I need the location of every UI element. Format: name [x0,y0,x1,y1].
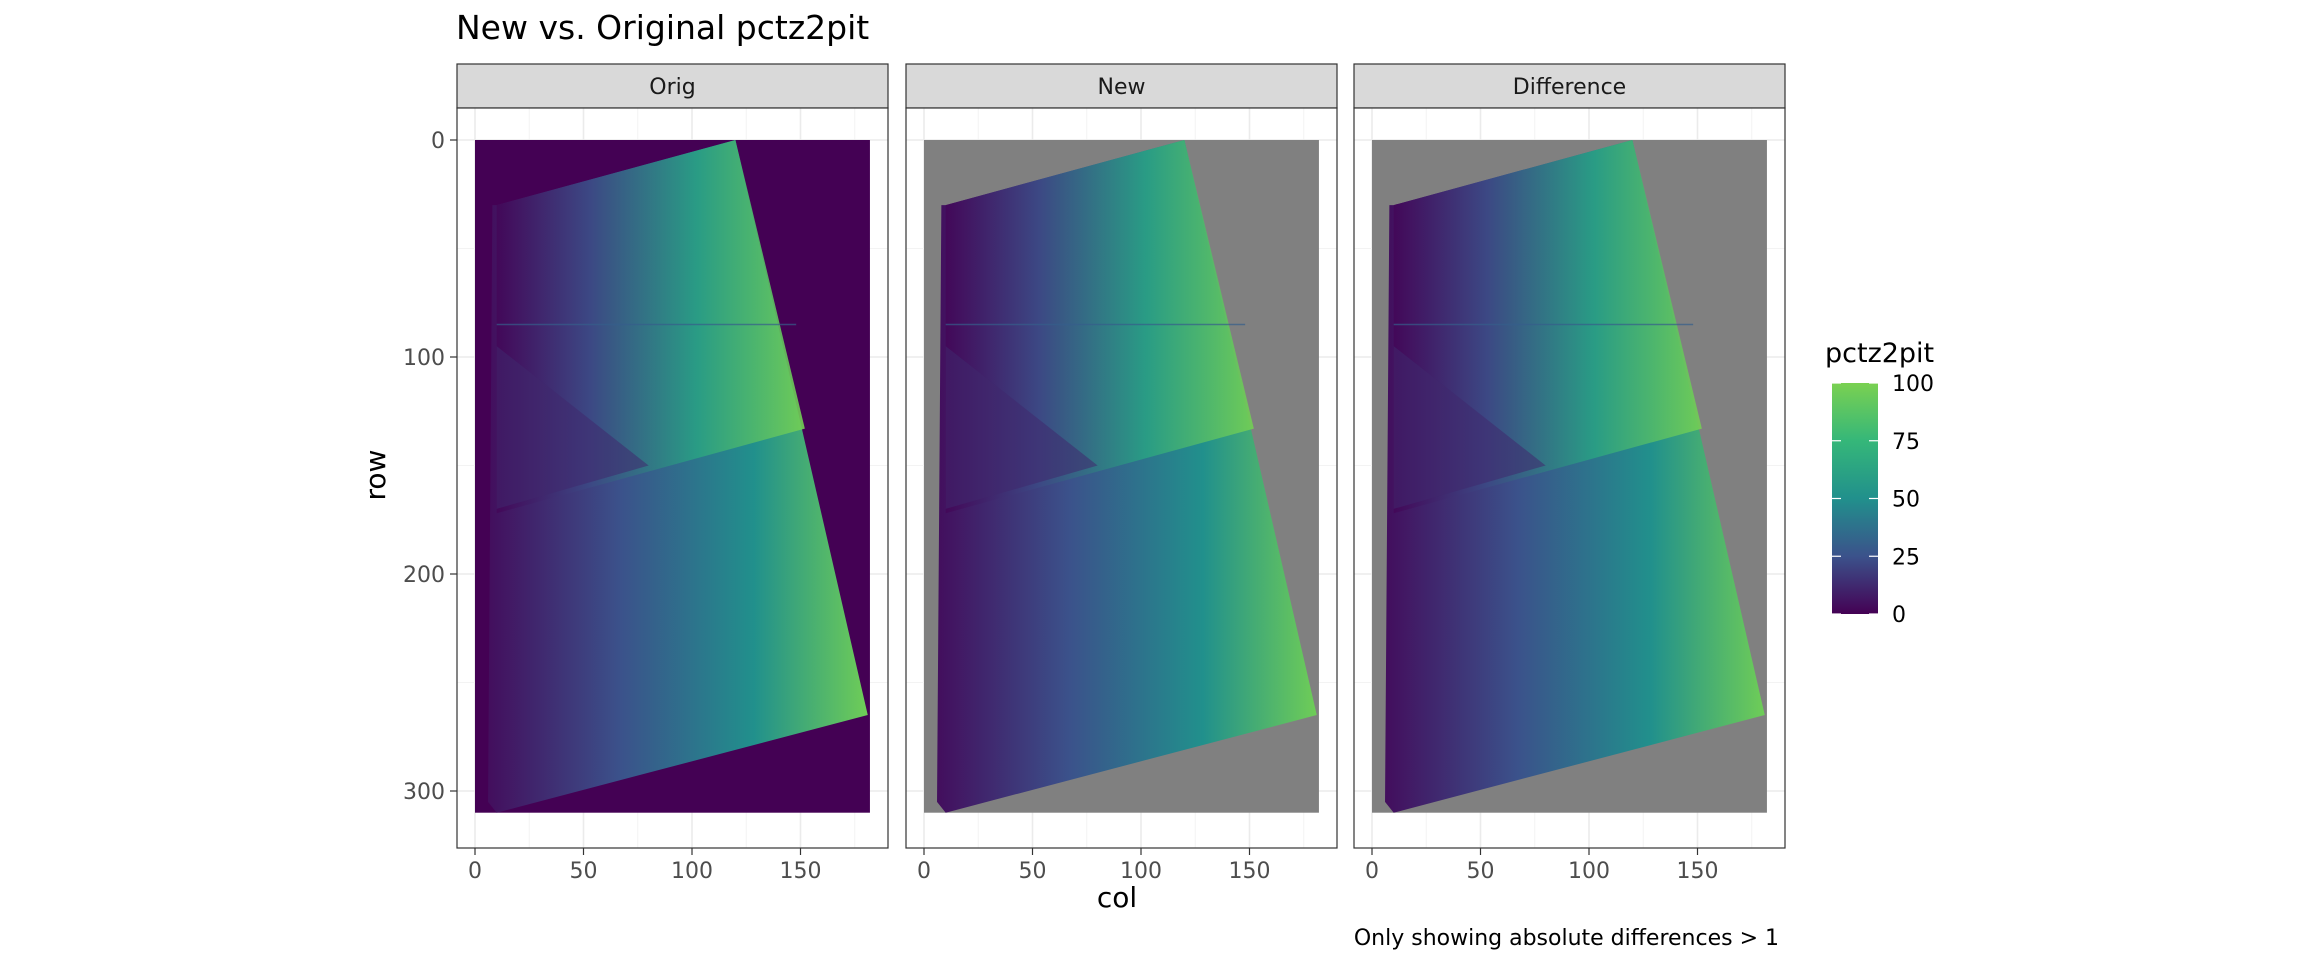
legend-tick-label: 25 [1892,545,1920,570]
x-tick-label: 0 [1365,859,1379,884]
x-tick-label: 100 [1120,859,1162,884]
facet-strip-label: Difference [1513,75,1626,100]
raster-shadow-region [945,346,1098,509]
facet-strip [1353,63,1786,109]
legend-tick-label: 75 [1892,430,1920,455]
legend: pctz2pit 0 25 50 75 100 [1825,338,1934,628]
legend-tick-label: 50 [1892,488,1920,513]
x-tick-label: 150 [780,859,822,884]
x-tick-label: 150 [1229,859,1271,884]
facet-panel: Difference [1353,63,1786,849]
raster-shadow-region [1393,346,1546,509]
x-tick-label: 50 [1467,859,1495,884]
chart-title: New vs. Original pctz2pit [456,8,869,47]
facet-strip-label: New [1098,75,1146,100]
x-tick-label: 50 [1019,859,1047,884]
legend-tick-label: 0 [1892,603,1906,628]
axes-group: 0 50 100 150 0 50 100 150 0 50 100 150 0 100 200 300 [403,129,1719,884]
facet-panel: New [905,63,1338,849]
y-tick-label: 100 [403,346,445,371]
y-axis-title: row [359,450,392,501]
panels-group: Orig New Difference [456,63,1786,849]
x-tick-label: 100 [1568,859,1610,884]
panel-border [456,107,889,849]
y-tick-label: 200 [403,563,445,588]
legend-tick-label: 100 [1892,372,1934,397]
x-axis-title: col [1097,881,1137,914]
facet-strip [456,63,889,109]
x-tick-label: 50 [570,859,598,884]
facet-strip-label: Orig [649,75,695,100]
x-tick-label: 0 [468,859,482,884]
x-tick-label: 0 [917,859,931,884]
panel-border [1353,107,1786,849]
x-tick-label: 100 [671,859,713,884]
y-tick-label: 300 [403,780,445,805]
y-tick-label: 0 [431,129,445,154]
facet-panel: Orig [456,63,889,849]
raster-shadow-region [496,346,649,509]
legend-title: pctz2pit [1825,338,1934,369]
panel-border [905,107,1338,849]
x-tick-label: 150 [1677,859,1719,884]
chart-caption: Only showing absolute differences > 1 [1354,926,1779,951]
